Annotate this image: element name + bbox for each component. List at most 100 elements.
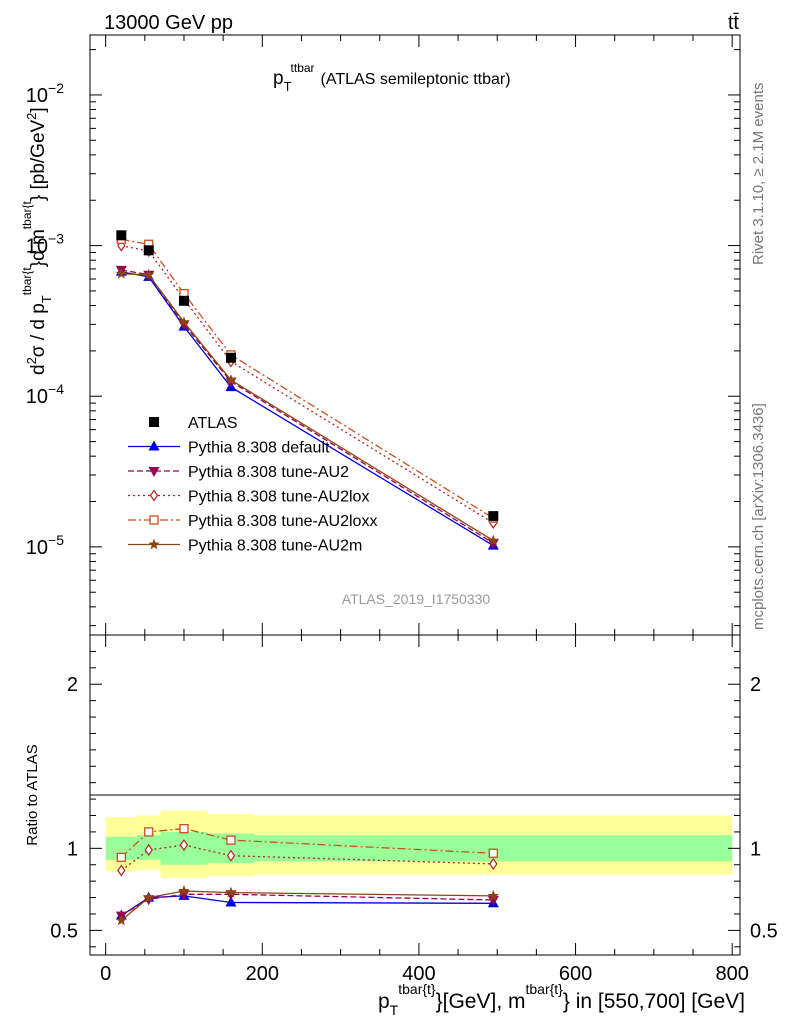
series-AU2m bbox=[115, 267, 500, 546]
point-ATLAS bbox=[225, 352, 236, 363]
point-ATLAS bbox=[178, 295, 189, 306]
ratio-point-AU2lox bbox=[226, 849, 236, 862]
legend-label: Pythia 8.308 tune-AU2lox bbox=[188, 489, 369, 506]
ratio-series-default bbox=[115, 889, 499, 920]
series-line-AU2loxx bbox=[121, 238, 494, 519]
legend-label: ATLAS bbox=[188, 415, 238, 432]
legend-item-ATLAS: ATLAS bbox=[149, 415, 238, 432]
ratio-point-AU2loxx bbox=[488, 848, 498, 858]
legend-label: Pythia 8.308 tune-AU2 bbox=[188, 464, 349, 481]
ratio-point-AU2loxx bbox=[179, 823, 189, 834]
rivet-label: Rivet 3.1.10, ≥ 2.1M events bbox=[750, 83, 767, 266]
x-tick-label: 200 bbox=[246, 963, 279, 985]
main-y-label: d2σ / d pTtbar{t}d mtbar{t} [pb/GeV2] bbox=[20, 107, 54, 375]
point-AU2 bbox=[487, 539, 499, 550]
ratio-point-AU2 bbox=[178, 890, 190, 901]
main-y-tick-labels: 10−5 10−4 10−3 10−2 bbox=[26, 80, 64, 559]
xlabel-sup1: tbar{t} bbox=[398, 981, 436, 997]
x-tick-label: 600 bbox=[559, 963, 592, 985]
x-tick-label: 400 bbox=[402, 963, 435, 985]
ratio-point-AU2loxx bbox=[226, 835, 236, 845]
legend-marker bbox=[148, 538, 160, 550]
point-ATLAS bbox=[143, 245, 154, 256]
point-AU2m bbox=[143, 268, 155, 280]
ratio-y-tick-label-right: 2 bbox=[750, 674, 761, 696]
title-rest: (ATLAS semileptonic ttbar) bbox=[321, 71, 511, 88]
x-tick-label: 800 bbox=[715, 963, 748, 985]
ratio-series-AU2lox bbox=[117, 839, 498, 877]
main-series-group bbox=[115, 230, 500, 550]
legend-label: Pythia 8.308 tune-AU2loxx bbox=[188, 513, 377, 530]
ratio-point-AU2m bbox=[115, 914, 128, 926]
legend: ATLAS Pythia 8.308 default Pythia 8.308 tu… bbox=[128, 415, 377, 555]
ratio-line-AU2lox bbox=[120, 844, 494, 872]
xlabel-mid: }[GeV], m bbox=[436, 990, 526, 1013]
ratio-y-tick-label: 0.5 bbox=[50, 920, 78, 942]
main-y-tick-label: 10−2 bbox=[26, 80, 64, 107]
ratio-y-tick-label-right: 1 bbox=[750, 838, 761, 860]
ratio-plot-frame bbox=[89, 634, 741, 956]
title-T: T bbox=[284, 79, 292, 94]
ratio-point-AU2lox bbox=[489, 857, 498, 870]
main-y-tick-label: 10−5 bbox=[26, 532, 64, 559]
point-AU2m bbox=[487, 534, 500, 546]
energy-label: 13000 GeV pp bbox=[104, 12, 233, 34]
legend-marker bbox=[149, 417, 159, 427]
series-ATLAS bbox=[116, 230, 499, 522]
legend-marker bbox=[149, 489, 159, 502]
ratio-band-inner bbox=[105, 836, 137, 860]
ratio-uncertainty-bands bbox=[105, 810, 733, 878]
ratio-y-label: Ratio to ATLAS bbox=[24, 744, 41, 845]
main-y-tick-label: 10−4 bbox=[26, 381, 64, 408]
title-p: p bbox=[273, 68, 284, 89]
ratio-series-AU2loxx bbox=[116, 823, 498, 863]
ratio-line-AU2 bbox=[120, 893, 494, 917]
ratio-point-AU2lox bbox=[144, 843, 153, 857]
legend-item-AU2m: Pythia 8.308 tune-AU2m bbox=[128, 538, 362, 555]
ratio-point-AU2loxx bbox=[144, 827, 154, 837]
legend-item-AU2lox: Pythia 8.308 tune-AU2lox bbox=[128, 489, 369, 506]
main-y-tick-label: 10−3 bbox=[26, 231, 64, 258]
legend-item-default: Pythia 8.308 default bbox=[128, 440, 330, 457]
main-title: pTttbar (ATLAS semileptonic ttbar) bbox=[273, 61, 511, 94]
series-line-AU2lox bbox=[121, 244, 494, 524]
x-tick-label: 0 bbox=[100, 963, 111, 985]
ratio-point-default bbox=[225, 896, 237, 907]
series-line-AU2 bbox=[121, 269, 494, 544]
main-axis-ticks bbox=[90, 35, 740, 635]
legend-label: Pythia 8.308 tune-AU2m bbox=[188, 538, 362, 555]
ratio-line-AU2loxx bbox=[120, 827, 494, 858]
process-label: tt̄ bbox=[728, 12, 740, 34]
ratio-series-group bbox=[115, 823, 500, 926]
ratio-point-AU2m bbox=[178, 885, 190, 896]
legend-label: Pythia 8.308 default bbox=[188, 440, 330, 457]
xlabel-end: } in [550,700] [GeV] bbox=[563, 990, 745, 1013]
point-ATLAS bbox=[116, 230, 127, 241]
ratio-line-default bbox=[120, 895, 494, 917]
xlabel-sup2: tbar{t} bbox=[525, 981, 563, 997]
legend-marker bbox=[149, 515, 159, 525]
main-panel: 10−5 10−4 10−3 10−2 pTttbar (ATLAS semilepto… bbox=[20, 34, 741, 636]
point-AU2 bbox=[178, 320, 190, 331]
legend-item-AU2: Pythia 8.308 tune-AU2 bbox=[128, 464, 349, 481]
point-ATLAS bbox=[488, 511, 499, 522]
ratio-point-AU2m bbox=[143, 891, 155, 903]
ratio-y-tick-label: 2 bbox=[67, 674, 78, 696]
ratio-point-AU2lox bbox=[179, 839, 189, 852]
ratio-series-AU2m bbox=[115, 885, 500, 926]
ratio-y-tick-label: 1 bbox=[67, 838, 78, 860]
xlabel-p: p bbox=[378, 990, 390, 1013]
ratio-point-AU2loxx bbox=[116, 852, 126, 863]
legend-marker bbox=[148, 440, 160, 451]
ratio-point-AU2m bbox=[487, 889, 500, 901]
mcplots-label: mcplots.cern.ch [arXiv:1306.3436] bbox=[750, 403, 767, 630]
point-AU2m bbox=[178, 316, 190, 328]
legend-item-AU2loxx: Pythia 8.308 tune-AU2loxx bbox=[128, 513, 377, 530]
ratio-point-AU2lox bbox=[117, 864, 126, 877]
ratio-y-tick-label-right: 0.5 bbox=[750, 920, 778, 942]
x-axis-label: pTtbar{t}}[GeV], mtbar{t}} in [550,700] … bbox=[378, 981, 745, 1018]
ratio-point-AU2m bbox=[225, 886, 237, 898]
point-AU2m bbox=[115, 267, 128, 279]
